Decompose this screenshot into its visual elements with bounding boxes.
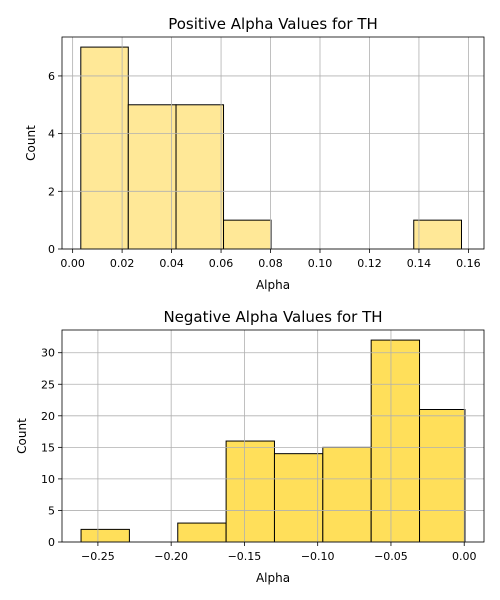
histogram-bar	[175, 104, 225, 250]
y-tick-label: 0	[48, 243, 55, 256]
histogram-bar	[322, 446, 372, 543]
x-tick-label: 0.08	[258, 257, 283, 270]
x-tick-label: −0.15	[228, 550, 262, 563]
y-tick-label: 20	[41, 410, 55, 423]
chart-title: Positive Alpha Values for TH	[168, 15, 378, 33]
x-tick-label: −0.25	[81, 550, 115, 563]
y-tick-label: 25	[41, 378, 55, 391]
x-tick-label: 0.02	[110, 257, 135, 270]
x-tick-label: 0.04	[159, 257, 184, 270]
histogram-bar	[223, 219, 272, 250]
negative-alpha-histogram: −0.25 −0.20 −0.15 −0.10 −0.05 0.00 0 5 10 15 20 25 3…	[15, 308, 485, 585]
y-tick-label: 6	[48, 70, 55, 83]
y-tick-label: 2	[48, 185, 55, 198]
chart-title: Negative Alpha Values for TH	[163, 308, 382, 326]
histogram-bar	[413, 219, 462, 250]
histogram-bar	[273, 453, 324, 543]
y-tick-label: 10	[41, 473, 55, 486]
histogram-bar	[127, 104, 177, 250]
positive-alpha-histogram: 0.00 0.02 0.04 0.06 0.08 0.10 0.12 0.14 0.16 0 2 4 6…	[24, 15, 485, 292]
y-tick-label: 4	[48, 128, 55, 141]
y-axis-label: Count	[15, 418, 29, 454]
histogram-bar	[225, 440, 275, 543]
x-tick-label: 0.06	[209, 257, 234, 270]
x-axis-label: Alpha	[256, 278, 290, 292]
x-tick-label: 0.12	[357, 257, 382, 270]
plot-frame	[61, 36, 485, 250]
x-tick-label: −0.20	[154, 550, 188, 563]
histogram-bar	[177, 522, 227, 543]
x-tick-label: 0.00	[60, 257, 85, 270]
histogram-bar	[80, 46, 129, 250]
x-tick-label: −0.05	[374, 550, 408, 563]
x-tick-label: 0.10	[308, 257, 333, 270]
plot-frame	[61, 329, 485, 543]
histogram-bar	[370, 339, 421, 543]
y-tick-label: 30	[41, 347, 55, 360]
y-tick-label: 15	[41, 441, 55, 454]
histogram-bar	[80, 528, 130, 543]
x-axis-label: Alpha	[256, 571, 290, 585]
x-tick-label: 0.00	[452, 550, 477, 563]
y-tick-label: 5	[48, 504, 55, 517]
x-tick-label: 0.14	[407, 257, 432, 270]
x-tick-label: −0.10	[301, 550, 335, 563]
y-tick-label: 0	[48, 536, 55, 549]
x-tick-label: 0.16	[456, 257, 481, 270]
histogram-bar	[419, 409, 466, 543]
y-axis-label: Count	[24, 125, 38, 161]
